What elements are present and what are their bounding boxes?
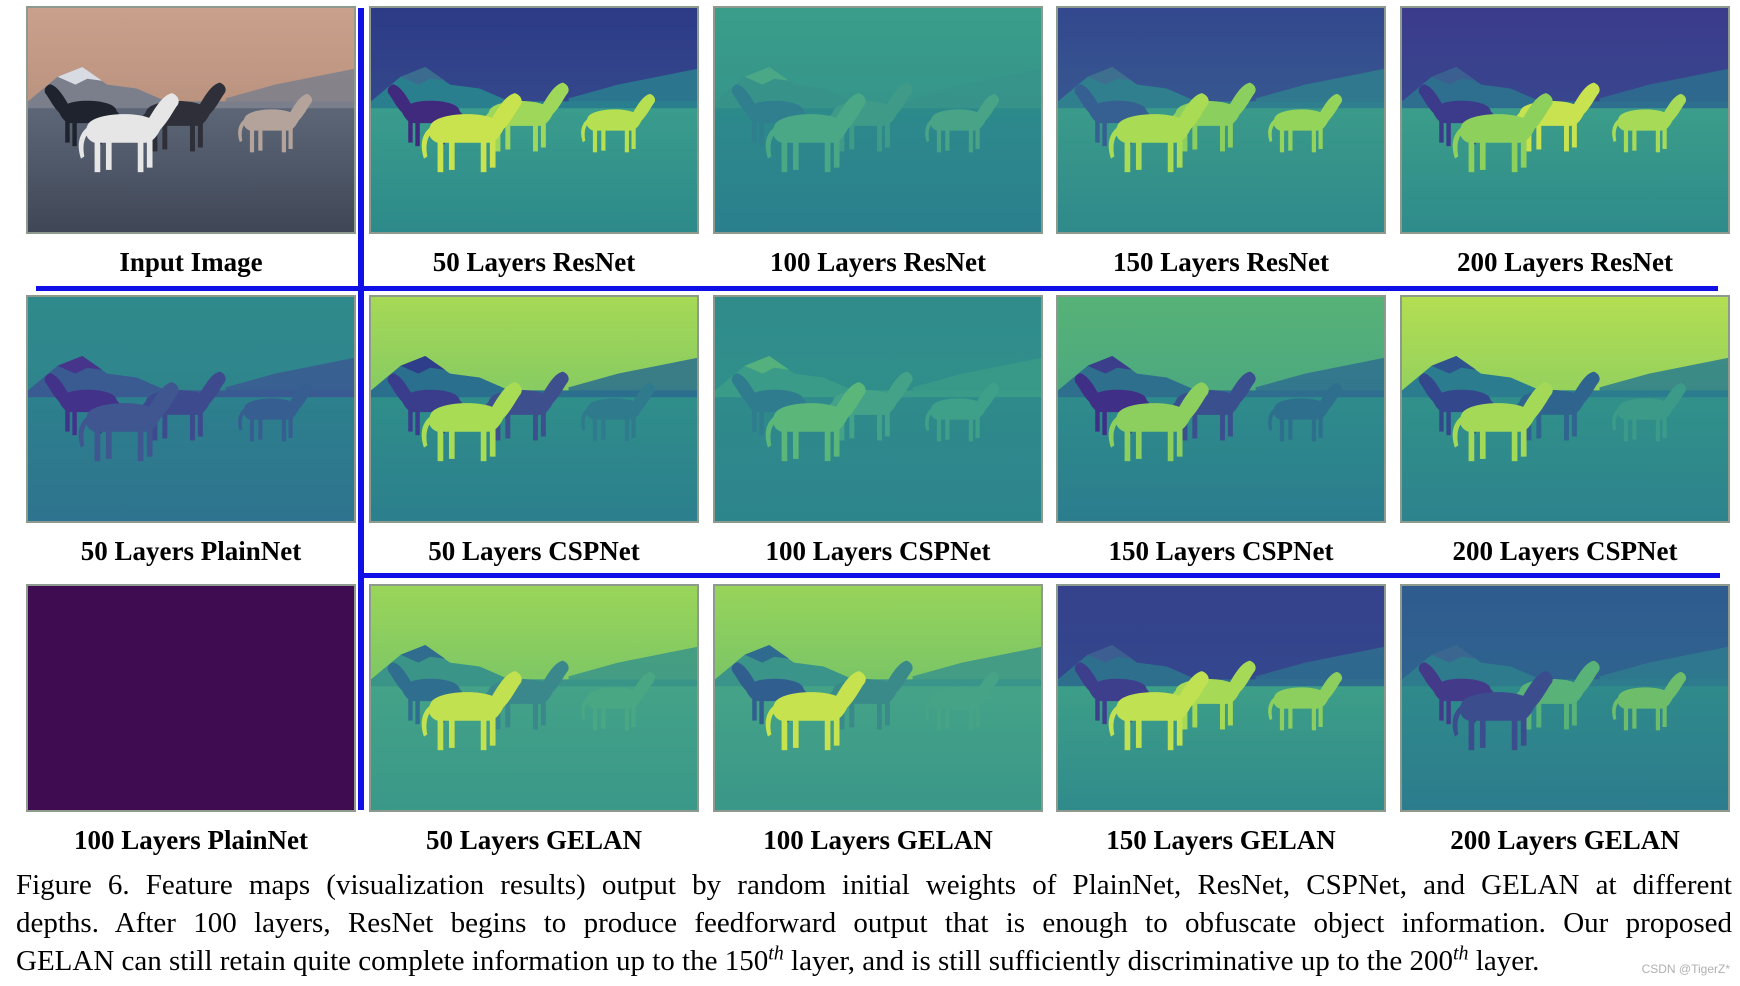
figure-caption: Figure 6. Feature maps (visualization re… xyxy=(16,866,1732,980)
feature-map-tile xyxy=(1056,295,1386,523)
tile-label: Input Image xyxy=(119,247,263,277)
feature-map-tile xyxy=(713,584,1043,812)
tile-label: 100 Layers ResNet xyxy=(770,247,986,277)
watermark: CSDN @TigerZ* xyxy=(1641,962,1730,976)
tile-label: 200 Layers GELAN xyxy=(1450,825,1680,855)
tile-label: 150 Layers ResNet xyxy=(1113,247,1329,277)
tile-label: 150 Layers CSPNet xyxy=(1108,536,1334,566)
horizontal-divider-bottom xyxy=(358,573,1720,578)
tile-label: 50 Layers PlainNet xyxy=(80,536,302,566)
feature-map-tile xyxy=(26,6,356,234)
tile-label: 100 Layers CSPNet xyxy=(765,536,991,566)
feature-map-tile xyxy=(1400,295,1730,523)
caption-line-2: depths. After 100 layers, ResNet begins … xyxy=(16,907,1732,939)
tile-label: 100 Layers PlainNet xyxy=(74,825,308,855)
feature-map-tile xyxy=(369,295,699,523)
feature-map-tile xyxy=(26,295,356,523)
tile-label: 150 Layers GELAN xyxy=(1106,825,1336,855)
horizontal-divider-top xyxy=(36,286,1718,291)
feature-map-tile xyxy=(1056,584,1386,812)
tile-label: 50 Layers GELAN xyxy=(426,825,642,855)
tile-label: 200 Layers ResNet xyxy=(1457,247,1673,277)
feature-map-tile xyxy=(369,584,699,812)
feature-map-tile xyxy=(1400,584,1730,812)
tile-label: 200 Layers CSPNet xyxy=(1452,536,1678,566)
feature-map-tile xyxy=(369,6,699,234)
vertical-divider xyxy=(358,8,364,810)
feature-map-tile xyxy=(1400,6,1730,234)
feature-map-tile xyxy=(1056,6,1386,234)
caption-line-1: Figure 6. Feature maps (visualization re… xyxy=(16,869,1732,901)
caption-line-3: GELAN can still retain quite complete in… xyxy=(16,942,1540,977)
feature-map-tile xyxy=(713,6,1043,234)
feature-map-tile xyxy=(713,295,1043,523)
tile-label: 50 Layers CSPNet xyxy=(428,536,640,566)
tile-label: 100 Layers GELAN xyxy=(763,825,993,855)
feature-map-tile xyxy=(26,584,356,812)
tile-label: 50 Layers ResNet xyxy=(432,247,636,277)
